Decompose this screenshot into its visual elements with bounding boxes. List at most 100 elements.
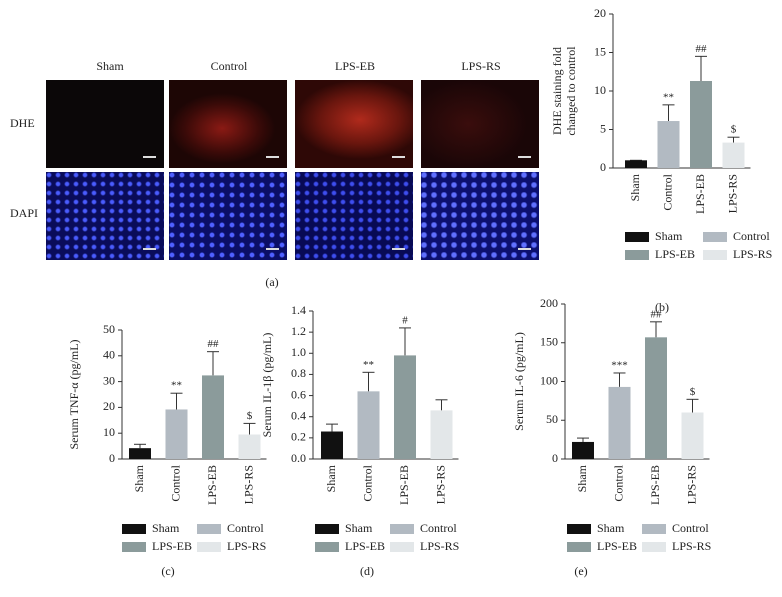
panel-caption: (c) xyxy=(161,564,174,578)
y-tick-label: 50 xyxy=(103,322,115,336)
micrograph xyxy=(421,80,539,168)
x-tick-label: LPS-RS xyxy=(433,465,447,504)
legend-swatch xyxy=(642,524,666,534)
x-tick-label: Sham xyxy=(324,464,338,492)
legend-label: LPS-RS xyxy=(420,539,459,553)
significance-label: ## xyxy=(696,43,708,55)
bar xyxy=(430,410,453,459)
legend-label: Control xyxy=(672,521,709,535)
y-tick-label: 0 xyxy=(552,451,558,465)
legend-label: Control xyxy=(420,521,457,535)
legend-swatch xyxy=(703,232,727,242)
column-label: LPS-EB xyxy=(335,59,375,73)
legend-swatch xyxy=(122,524,146,534)
y-tick-label: 20 xyxy=(594,6,606,20)
y-tick-label: 0 xyxy=(600,160,606,174)
row-label: DHE xyxy=(10,116,35,130)
panel-caption: (e) xyxy=(574,564,587,578)
y-tick-label: 1.4 xyxy=(291,303,306,317)
legend-label: LPS-RS xyxy=(672,539,711,553)
y-axis-label: Serum IL-1β (pg/mL) xyxy=(260,333,274,438)
y-tick-label: 150 xyxy=(540,335,558,349)
y-tick-label: 0 xyxy=(109,451,115,465)
significance-label: ## xyxy=(651,308,663,320)
legend-label: LPS-RS xyxy=(227,539,266,553)
y-axis-label: changed to control xyxy=(564,46,578,136)
significance-label: # xyxy=(402,314,408,326)
y-tick-label: 0.2 xyxy=(291,430,306,444)
legend-label: Control xyxy=(733,229,770,243)
bar xyxy=(681,412,704,459)
x-tick-label: LPS-RS xyxy=(684,465,698,504)
legend-label: LPS-EB xyxy=(152,539,192,553)
bar xyxy=(357,391,380,459)
bar xyxy=(394,355,416,459)
legend-swatch xyxy=(625,232,649,242)
legend-label: Control xyxy=(227,521,264,535)
legend-label: LPS-EB xyxy=(597,539,637,553)
bar xyxy=(625,160,647,168)
x-tick-label: LPS-EB xyxy=(205,465,219,505)
y-tick-label: 20 xyxy=(103,399,115,413)
micrograph xyxy=(46,172,164,260)
bar xyxy=(572,441,594,459)
significance-label: $ xyxy=(731,124,737,136)
significance-label: ** xyxy=(363,359,374,371)
legend-label: Sham xyxy=(655,229,683,243)
y-tick-label: 5 xyxy=(600,121,606,135)
legend-swatch xyxy=(315,524,339,534)
significance-label: $ xyxy=(690,386,696,398)
panel-caption: (b) xyxy=(655,300,669,314)
micrograph xyxy=(46,80,164,168)
bar xyxy=(238,434,261,459)
x-tick-label: Control xyxy=(660,173,674,210)
x-tick-label: LPS-EB xyxy=(648,465,662,505)
micrograph xyxy=(295,80,413,168)
x-tick-label: LPS-RS xyxy=(241,465,255,504)
x-tick-label: LPS-EB xyxy=(397,465,411,505)
bar xyxy=(165,409,188,459)
micrograph xyxy=(169,172,287,260)
significance-label: ## xyxy=(208,338,220,350)
legend-label: Sham xyxy=(597,521,625,535)
y-tick-label: 50 xyxy=(546,412,558,426)
bar xyxy=(645,337,667,459)
column-label: Control xyxy=(211,59,248,73)
y-axis-label: Serum TNF-α (pg/mL) xyxy=(67,339,81,449)
significance-label: $ xyxy=(247,410,253,422)
legend-swatch xyxy=(197,542,221,552)
y-tick-label: 40 xyxy=(103,348,115,362)
micrograph xyxy=(421,172,539,260)
legend-label: LPS-RS xyxy=(733,247,772,261)
y-tick-label: 15 xyxy=(594,44,606,58)
micrograph xyxy=(169,80,287,168)
legend-label: Sham xyxy=(345,521,373,535)
significance-label: *** xyxy=(611,360,628,372)
bar xyxy=(129,448,151,459)
x-tick-label: LPS-EB xyxy=(693,174,707,214)
significance-label: ** xyxy=(171,380,182,392)
micrograph xyxy=(295,172,413,260)
x-tick-label: Control xyxy=(360,464,374,501)
y-tick-label: 1.2 xyxy=(291,324,306,338)
x-tick-label: LPS-RS xyxy=(725,174,739,213)
bar xyxy=(690,80,712,168)
y-tick-label: 10 xyxy=(594,83,606,97)
y-tick-label: 30 xyxy=(103,373,115,387)
x-tick-label: Control xyxy=(168,464,182,501)
x-tick-label: Control xyxy=(611,464,625,501)
legend-swatch xyxy=(390,542,414,552)
column-label: Sham xyxy=(96,59,124,73)
legend-label: LPS-EB xyxy=(655,247,695,261)
legend-label: Sham xyxy=(152,521,180,535)
significance-label: ** xyxy=(663,91,674,103)
bar xyxy=(722,142,745,168)
y-tick-label: 0.6 xyxy=(291,387,306,401)
row-label: DAPI xyxy=(10,206,38,220)
legend-swatch xyxy=(703,250,727,260)
legend-swatch xyxy=(567,524,591,534)
y-axis-label: Serum IL-6 (pg/mL) xyxy=(512,332,526,431)
y-tick-label: 200 xyxy=(540,296,558,310)
